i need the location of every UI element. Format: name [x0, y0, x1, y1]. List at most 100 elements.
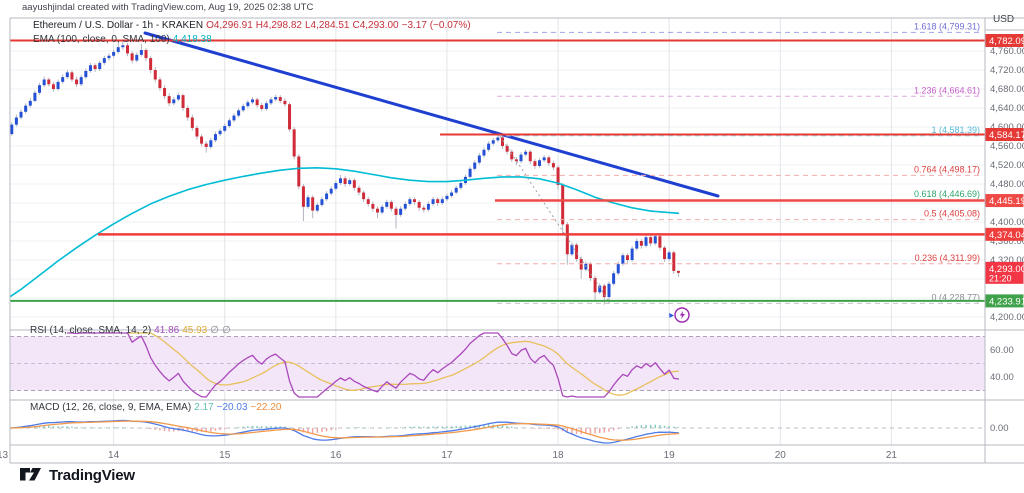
candle-down — [260, 105, 264, 109]
candle-up — [334, 183, 338, 189]
candle-down — [413, 199, 417, 203]
candle-down — [362, 192, 366, 200]
candle-down — [551, 163, 555, 168]
candle-up — [250, 99, 254, 103]
price-badge-label: 4,445.19 — [989, 196, 1024, 207]
candle-up — [320, 199, 324, 205]
ema-line — [10, 167, 680, 298]
time-tick-label: 19 — [664, 450, 676, 461]
candle-up — [598, 285, 602, 293]
descending-trendline[interactable] — [143, 31, 720, 198]
currency-label[interactable]: USD — [993, 14, 1015, 25]
price-tick-label: 4,720.00 — [990, 65, 1024, 76]
candle-down — [144, 50, 148, 59]
candle-down — [528, 151, 532, 162]
ema-legend: EMA (100, close, 0, SMA, 100) 4,418.38 — [33, 34, 215, 45]
candle-down — [588, 263, 592, 279]
price-badge: 4,782.09 — [985, 34, 1024, 48]
macd-title[interactable]: MACD (12, 26, close, 9, EMA, EMA) — [30, 402, 192, 413]
fib-level-label: 1.236 (4,664.61) — [914, 85, 980, 95]
price-tick-label: 4,360.00 — [990, 236, 1024, 247]
candle-down — [204, 143, 208, 147]
rsi-band — [10, 336, 985, 391]
candle-up — [519, 154, 523, 162]
time-tick-label: 13 — [0, 450, 8, 461]
time-tick-label: 15 — [219, 450, 231, 461]
candle-down — [602, 285, 606, 298]
candle-down — [255, 99, 259, 106]
price-tick-label: 4,600.00 — [990, 122, 1024, 133]
candle-down — [593, 278, 597, 293]
symbol-title[interactable]: Ethereum / U.S. Dollar - 1h - KRAKEN — [33, 20, 204, 31]
candle-down — [130, 53, 134, 61]
macd-hist-value: 2.17 — [194, 402, 214, 413]
price-badge-label: 4,584.17 — [989, 130, 1024, 141]
candle-down — [366, 199, 370, 204]
candle-up — [403, 203, 407, 209]
time-axis[interactable]: 13 14 15 16 17 18 19 20 21 — [0, 450, 897, 461]
candle-up — [653, 236, 657, 244]
tradingview-logo-icon[interactable] — [20, 467, 42, 484]
candle-up — [264, 103, 268, 109]
fib-level-label: 1.618 (4,799.31) — [914, 21, 980, 31]
fib-levels: 1.618 (4,799.31) 1.236 (4,664.61) 1 (4,581… — [497, 21, 981, 304]
candle-up — [237, 110, 241, 116]
tradingview-logo-text[interactable]: TradingView — [49, 467, 135, 484]
candle-up — [121, 45, 125, 48]
rsi-band1-value: ∅ — [210, 325, 219, 336]
candle-up — [468, 168, 472, 177]
candle-up — [445, 195, 449, 200]
price-tick-label: 4,200.00 — [990, 312, 1024, 323]
candle-down — [158, 79, 162, 89]
candle-down — [422, 207, 426, 210]
candle-down — [565, 224, 569, 255]
candle-down — [167, 96, 171, 104]
time-tick-label: 18 — [552, 450, 564, 461]
candle-up — [473, 162, 477, 169]
candle-down — [149, 58, 153, 70]
rsi-ma-line — [126, 332, 680, 396]
price-axis[interactable]: 4,760.00 4,720.00 4,680.00 4,640.00 4,600.00… — [990, 46, 1024, 434]
price-badge-countdown: 21:20 — [989, 273, 1012, 283]
chart-canvas[interactable]: 1.618 (4,799.31) 1.236 (4,664.61) 1 (4,581… — [0, 0, 1024, 465]
candle-up — [241, 106, 245, 111]
candle-up — [477, 155, 481, 163]
time-tick-label: 20 — [775, 450, 787, 461]
candle-up — [61, 77, 65, 82]
candle-down — [163, 88, 167, 97]
candle-up — [274, 97, 278, 100]
candle-down — [292, 129, 296, 157]
rsi-legend: RSI (14, close, SMA, 14, 2) 41.86 45.93 ∅ ∅ — [30, 325, 234, 336]
time-tick-label: 16 — [330, 450, 342, 461]
ema-title[interactable]: EMA (100, close, 0, SMA, 100) — [33, 34, 170, 45]
candle-down — [51, 84, 55, 89]
fib-baseline[interactable] — [499, 135, 611, 304]
candle-down — [195, 127, 199, 137]
rsi-value: 41.86 — [154, 325, 180, 336]
price-badge-label: 4,782.09 — [989, 36, 1024, 47]
candle-up — [88, 65, 92, 71]
candle-up — [10, 124, 14, 135]
rsi-ma-value: 45.93 — [182, 325, 208, 336]
candle-up — [246, 102, 250, 107]
candle-down — [343, 178, 347, 184]
candle-down — [658, 236, 662, 248]
fib-level-label: 0 (4,228.77) — [931, 292, 980, 302]
candle-down — [70, 72, 74, 80]
candle-up — [635, 241, 639, 249]
macd-plot — [10, 419, 680, 444]
rsi-title[interactable]: RSI (14, close, SMA, 14, 2) — [30, 325, 152, 336]
price-tick-label: 4,640.00 — [990, 103, 1024, 114]
price-tick-label: 4,760.00 — [990, 46, 1024, 57]
price-badge-label: 4,233.91 — [989, 296, 1024, 307]
candle-up — [487, 143, 491, 150]
candle-down — [186, 108, 190, 118]
candle-up — [431, 199, 435, 204]
fib-level-label: 0.764 (4,498.17) — [914, 164, 980, 174]
candle-down — [417, 202, 421, 208]
candle-up — [112, 51, 116, 56]
candle-down — [625, 255, 629, 260]
candle-down — [394, 208, 398, 215]
candle-down — [311, 197, 315, 211]
candle-up — [116, 47, 120, 52]
